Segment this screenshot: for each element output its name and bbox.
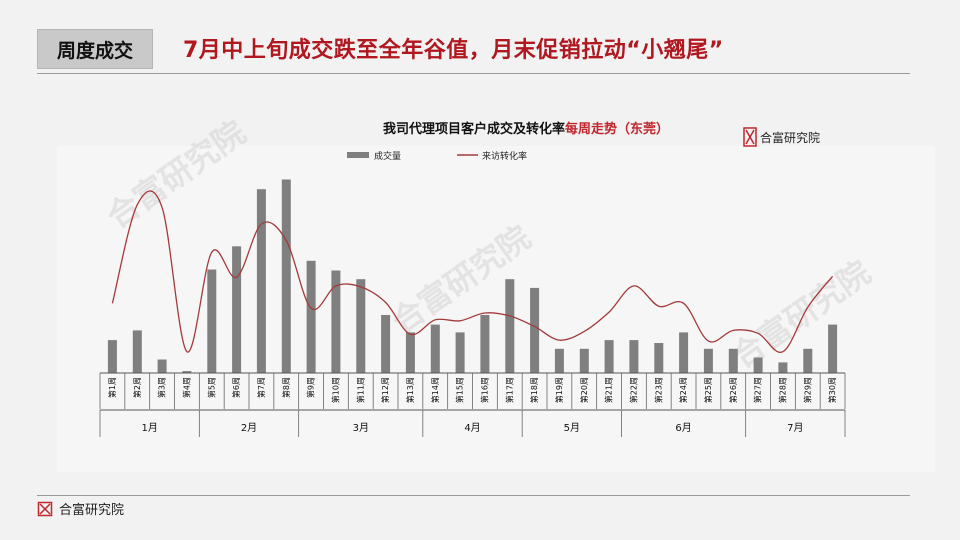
- bar: [455, 332, 465, 373]
- x-tick-label: 第23周: [653, 377, 663, 403]
- x-tick-label: 第7周: [256, 377, 266, 398]
- x-tick-label: 第24周: [678, 377, 688, 403]
- x-tick-label: 第10周: [330, 377, 340, 403]
- x-tick-label: 第9周: [306, 377, 316, 398]
- x-tick-label: 第14周: [430, 377, 440, 403]
- x-tick-label: 第26周: [728, 377, 738, 403]
- bar: [281, 179, 291, 373]
- brand-logo-icon: [743, 127, 757, 147]
- x-tick-label: 第21周: [604, 377, 614, 403]
- bar: [381, 315, 391, 373]
- x-tick-label: 第17周: [504, 377, 514, 403]
- page-headline: 7月中上旬成交跌至全年谷值，月末促销拉动“小翘尾”: [183, 38, 724, 63]
- x-tick-label: 第8周: [281, 377, 291, 398]
- footer: 合富研究院: [37, 499, 124, 518]
- bar: [679, 332, 689, 373]
- legend: 成交量 来访转化率: [347, 150, 527, 162]
- x-tick-label: 第6周: [231, 377, 241, 398]
- x-tick-label: 第4周: [181, 377, 191, 398]
- bar: [132, 330, 142, 373]
- x-tick-label: 第15周: [455, 377, 465, 403]
- x-tick-label: 第19周: [554, 377, 564, 403]
- x-tick-label: 第1周: [107, 377, 117, 398]
- legend-label-line: 来访转化率: [482, 150, 527, 162]
- bar: [753, 357, 763, 373]
- x-tick-label: 第5周: [206, 377, 216, 398]
- month-label: 2月: [241, 422, 257, 434]
- bar: [331, 270, 341, 373]
- x-tick-label: 第3周: [157, 377, 167, 398]
- month-label: 5月: [564, 422, 580, 434]
- bar: [356, 279, 366, 373]
- x-tick-label: 第25周: [703, 377, 713, 403]
- x-tick-label: 第27周: [753, 377, 763, 403]
- bar: [728, 348, 738, 373]
- bar: [654, 343, 664, 373]
- chart-title-emph: 每周: [565, 121, 591, 137]
- bar-series: [107, 179, 838, 373]
- line-series: [111, 190, 834, 353]
- bar: [703, 348, 713, 373]
- x-axis: 第1周 第2周 第3周 第4周 第5周 第6周 第7周 第8周 第9周 第10周 第11周 第12周 第…: [99, 372, 846, 437]
- chart-area: [57, 146, 935, 472]
- bar: [480, 315, 490, 373]
- conversion-rate-line: [111, 190, 834, 353]
- bar: [778, 362, 788, 373]
- header-divider: [37, 73, 910, 74]
- month-label: 7月: [787, 422, 803, 434]
- bar: [405, 332, 415, 373]
- brand-logo-icon: [37, 501, 53, 516]
- x-tick-label: 第16周: [479, 377, 489, 403]
- bar: [157, 359, 167, 373]
- section-tag: 周度成交: [37, 29, 153, 69]
- x-tick-label: 第18周: [529, 377, 539, 403]
- bar: [107, 340, 117, 373]
- chart-brand: 合富研究院: [743, 127, 820, 147]
- bar: [828, 324, 838, 373]
- bar: [207, 269, 217, 373]
- bar: [306, 260, 316, 373]
- x-tick-label: 第28周: [777, 377, 787, 403]
- brand-logo-mark: [745, 129, 755, 145]
- month-label: 6月: [675, 422, 691, 434]
- footer-divider: [37, 495, 910, 496]
- month-label: 3月: [353, 422, 369, 434]
- bar: [256, 189, 266, 373]
- chart-title-tail: 走势（东莞）: [591, 121, 669, 137]
- bar: [803, 348, 813, 373]
- bar: [629, 340, 639, 373]
- bar: [530, 287, 540, 373]
- x-tick-label: 第29周: [802, 377, 812, 403]
- bar: [554, 348, 564, 373]
- chart-brand-label: 合富研究院: [760, 130, 820, 145]
- x-tick-label: 第11周: [355, 377, 365, 403]
- legend-label-bar: 成交量: [374, 150, 401, 162]
- bar: [182, 371, 192, 373]
- x-tick-label: 第20周: [579, 377, 589, 403]
- x-tick-label: 第30周: [827, 377, 837, 403]
- bar: [579, 348, 589, 373]
- bar: [505, 279, 515, 373]
- x-tick-label: 第12周: [380, 377, 390, 403]
- month-label: 4月: [464, 422, 480, 434]
- chart-title-group: 我司代理项目客户成交及转化率每周走势（东莞）: [383, 121, 669, 137]
- bar: [604, 340, 614, 373]
- bar: [232, 246, 242, 373]
- legend-swatch-bar: [347, 152, 369, 158]
- bar: [430, 324, 440, 373]
- x-tick-label: 第2周: [132, 377, 142, 398]
- chart-title: 我司代理项目客户成交及转化率每周走势（东莞）: [383, 121, 669, 137]
- x-tick-label: 第13周: [405, 377, 415, 403]
- month-label: 1月: [142, 422, 158, 434]
- footer-brand: 合富研究院: [59, 503, 125, 518]
- x-tick-label: 第22周: [628, 377, 638, 403]
- chart-title-main: 我司代理项目客户成交及转化率: [383, 121, 565, 137]
